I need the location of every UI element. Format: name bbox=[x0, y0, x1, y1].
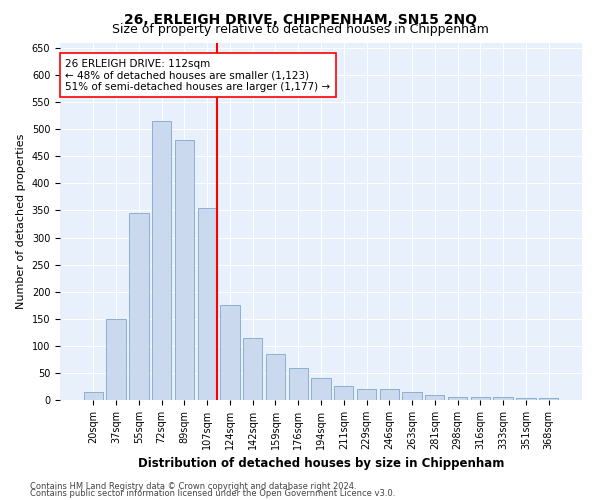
Text: 26, ERLEIGH DRIVE, CHIPPENHAM, SN15 2NQ: 26, ERLEIGH DRIVE, CHIPPENHAM, SN15 2NQ bbox=[124, 12, 476, 26]
Bar bbox=[539, 398, 558, 400]
Text: Size of property relative to detached houses in Chippenham: Size of property relative to detached ho… bbox=[112, 22, 488, 36]
Bar bbox=[516, 398, 536, 400]
Bar bbox=[152, 121, 172, 400]
Bar bbox=[289, 368, 308, 400]
Bar bbox=[493, 398, 513, 400]
X-axis label: Distribution of detached houses by size in Chippenham: Distribution of detached houses by size … bbox=[138, 458, 504, 470]
Bar bbox=[220, 305, 239, 400]
Bar bbox=[129, 213, 149, 400]
Bar bbox=[403, 392, 422, 400]
Bar bbox=[197, 208, 217, 400]
Bar bbox=[243, 338, 262, 400]
Bar bbox=[106, 319, 126, 400]
Bar bbox=[425, 394, 445, 400]
Bar bbox=[266, 354, 285, 400]
Text: 26 ERLEIGH DRIVE: 112sqm
← 48% of detached houses are smaller (1,123)
51% of sem: 26 ERLEIGH DRIVE: 112sqm ← 48% of detach… bbox=[65, 58, 331, 92]
Bar bbox=[448, 398, 467, 400]
Bar bbox=[357, 389, 376, 400]
Bar bbox=[311, 378, 331, 400]
Bar bbox=[380, 389, 399, 400]
Bar bbox=[84, 392, 103, 400]
Y-axis label: Number of detached properties: Number of detached properties bbox=[16, 134, 26, 309]
Bar bbox=[175, 140, 194, 400]
Text: Contains public sector information licensed under the Open Government Licence v3: Contains public sector information licen… bbox=[30, 490, 395, 498]
Bar bbox=[470, 398, 490, 400]
Text: Contains HM Land Registry data © Crown copyright and database right 2024.: Contains HM Land Registry data © Crown c… bbox=[30, 482, 356, 491]
Bar bbox=[334, 386, 353, 400]
